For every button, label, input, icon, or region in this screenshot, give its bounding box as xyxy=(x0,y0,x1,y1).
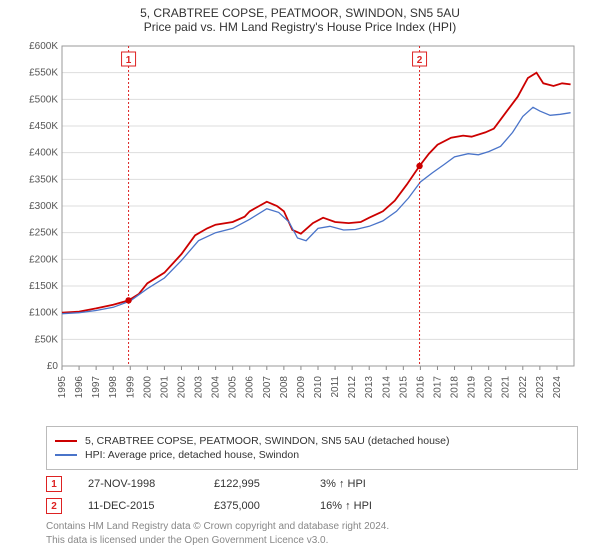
title-address: 5, CRABTREE COPSE, PEATMOOR, SWINDON, SN… xyxy=(4,6,596,20)
footer-attribution: Contains HM Land Registry data © Crown c… xyxy=(46,520,578,547)
event-row: 1 27-NOV-1998 £122,995 3% ↑ HPI xyxy=(46,476,578,492)
chart-titles: 5, CRABTREE COPSE, PEATMOOR, SWINDON, SN… xyxy=(0,0,600,36)
svg-text:2001: 2001 xyxy=(159,376,170,399)
svg-text:2024: 2024 xyxy=(552,376,563,399)
svg-text:2015: 2015 xyxy=(398,376,409,399)
svg-text:£200K: £200K xyxy=(29,254,58,265)
chart-plot-area: £0 £50K £100K £150K £200K £250K £300K £350K £400… xyxy=(18,40,582,420)
legend-swatch-icon xyxy=(55,454,77,456)
svg-text:2013: 2013 xyxy=(364,376,375,399)
footer-line: Contains HM Land Registry data © Crown c… xyxy=(46,520,578,534)
svg-text:£600K: £600K xyxy=(29,41,58,52)
event-pct: 3% ↑ HPI xyxy=(320,478,400,490)
event-list: 1 27-NOV-1998 £122,995 3% ↑ HPI 2 11-DEC… xyxy=(46,476,578,514)
svg-text:£300K: £300K xyxy=(29,201,58,212)
svg-text:2012: 2012 xyxy=(347,376,358,399)
svg-text:£550K: £550K xyxy=(29,68,58,79)
svg-text:2004: 2004 xyxy=(211,376,222,399)
svg-text:2009: 2009 xyxy=(296,376,307,399)
svg-text:1999: 1999 xyxy=(125,376,136,399)
svg-text:2020: 2020 xyxy=(484,376,495,399)
svg-text:£250K: £250K xyxy=(29,228,58,239)
svg-text:£450K: £450K xyxy=(29,121,58,132)
svg-text:2008: 2008 xyxy=(279,376,290,399)
svg-text:2022: 2022 xyxy=(518,376,529,399)
svg-text:2018: 2018 xyxy=(450,376,461,399)
svg-text:£100K: £100K xyxy=(29,308,58,319)
svg-text:2006: 2006 xyxy=(245,376,256,399)
event-date: 11-DEC-2015 xyxy=(88,500,188,512)
svg-text:2017: 2017 xyxy=(432,376,443,399)
svg-text:£400K: £400K xyxy=(29,148,58,159)
legend-item: HPI: Average price, detached house, Swin… xyxy=(55,449,569,461)
svg-text:2019: 2019 xyxy=(467,376,478,399)
svg-text:1: 1 xyxy=(126,55,132,66)
svg-text:2021: 2021 xyxy=(501,376,512,399)
svg-text:1997: 1997 xyxy=(91,376,102,399)
legend-label: 5, CRABTREE COPSE, PEATMOOR, SWINDON, SN… xyxy=(85,435,450,447)
title-subtitle: Price paid vs. HM Land Registry's House … xyxy=(4,20,596,34)
legend: 5, CRABTREE COPSE, PEATMOOR, SWINDON, SN… xyxy=(46,426,578,470)
svg-text:£50K: £50K xyxy=(35,334,59,345)
event-price: £375,000 xyxy=(214,500,294,512)
svg-text:2014: 2014 xyxy=(381,376,392,399)
event-marker-icon: 2 xyxy=(46,498,62,514)
svg-text:1995: 1995 xyxy=(57,376,68,399)
chart-container: 5, CRABTREE COPSE, PEATMOOR, SWINDON, SN… xyxy=(0,0,600,547)
svg-text:2023: 2023 xyxy=(535,376,546,399)
legend-label: HPI: Average price, detached house, Swin… xyxy=(85,449,299,461)
event-date: 27-NOV-1998 xyxy=(88,478,188,490)
svg-text:£500K: £500K xyxy=(29,94,58,105)
svg-text:2000: 2000 xyxy=(142,376,153,399)
svg-text:£150K: £150K xyxy=(29,281,58,292)
event-row: 2 11-DEC-2015 £375,000 16% ↑ HPI xyxy=(46,498,578,514)
svg-text:1996: 1996 xyxy=(74,376,85,399)
event-price: £122,995 xyxy=(214,478,294,490)
svg-text:£0: £0 xyxy=(47,361,59,372)
event-pct: 16% ↑ HPI xyxy=(320,500,400,512)
svg-text:2: 2 xyxy=(417,55,423,66)
svg-text:2010: 2010 xyxy=(313,376,324,399)
footer-line: This data is licensed under the Open Gov… xyxy=(46,534,578,548)
chart-svg: £0 £50K £100K £150K £200K £250K £300K £350K £400… xyxy=(18,40,582,420)
event-marker-icon: 1 xyxy=(46,476,62,492)
svg-text:2007: 2007 xyxy=(262,376,273,399)
svg-text:2016: 2016 xyxy=(415,376,426,399)
svg-text:2003: 2003 xyxy=(194,376,205,399)
svg-text:1998: 1998 xyxy=(108,376,119,399)
legend-item: 5, CRABTREE COPSE, PEATMOOR, SWINDON, SN… xyxy=(55,435,569,447)
svg-text:£350K: £350K xyxy=(29,174,58,185)
legend-swatch-icon xyxy=(55,440,77,442)
svg-text:2011: 2011 xyxy=(330,376,341,398)
svg-text:2002: 2002 xyxy=(176,376,187,399)
svg-text:2005: 2005 xyxy=(228,376,239,399)
